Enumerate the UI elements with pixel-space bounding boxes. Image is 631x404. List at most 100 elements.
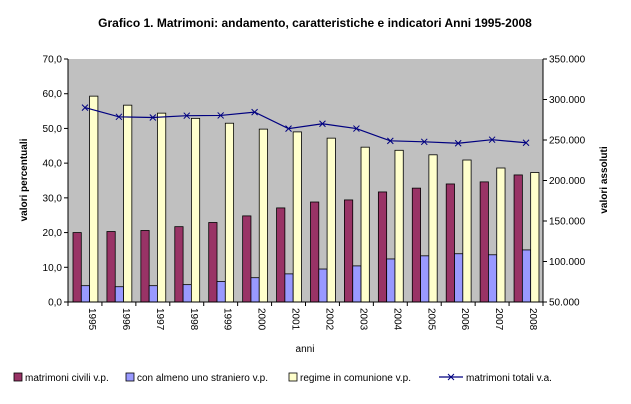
line-marker-2000 (251, 108, 258, 116)
y2-tick-label: 50.000 (549, 298, 580, 309)
bar-matrimoni-civili-v-p--2002 (310, 201, 320, 303)
x-tick-label: 2000 (256, 308, 267, 331)
y2-tick-label: 300.000 (549, 95, 586, 106)
bar-con-almeno-uno-straniero-v-p--2001 (284, 273, 294, 303)
chart-title: Grafico 1. Matrimoni: andamento, caratte… (98, 16, 532, 30)
x-tick-label: 2004 (391, 308, 402, 331)
legend-label-2: regime in comunione v.p. (300, 373, 411, 384)
legend-swatch-2 (288, 372, 298, 382)
x-tick-label: 1998 (188, 308, 199, 331)
plot-area (68, 59, 543, 302)
bar-con-almeno-uno-straniero-v-p--1997 (148, 285, 158, 303)
x-axis-label: anni (296, 344, 315, 355)
x-tick-label: 2006 (459, 308, 470, 331)
bar-regime-in-comunione-v-p--2007 (496, 167, 506, 303)
y2-tick-label: 200.000 (549, 176, 586, 187)
y2-tick-label: 250.000 (549, 136, 586, 147)
bar-con-almeno-uno-straniero-v-p--1999 (216, 281, 226, 303)
y-tick-label: 20,0 (43, 228, 63, 239)
bar-regime-in-comunione-v-p--1999 (224, 122, 235, 303)
legend-label-3: matrimoni totali v.a. (466, 373, 552, 384)
bar-con-almeno-uno-straniero-v-p--2005 (420, 255, 430, 303)
x-tick-label: 1996 (120, 308, 131, 331)
legend-label-1: con almeno uno straniero v.p. (137, 373, 268, 384)
bar-matrimoni-civili-v-p--2000 (242, 215, 252, 303)
line-marker-2008 (522, 139, 530, 147)
line-marker-1996 (115, 113, 123, 121)
y-tick-label: 0,0 (48, 298, 62, 309)
bar-con-almeno-uno-straniero-v-p--2002 (318, 268, 328, 303)
bar-regime-in-comunione-v-p--1997 (157, 112, 167, 303)
line-marker-1995 (81, 104, 89, 111)
x-tick-label: 2001 (290, 308, 301, 331)
x-tick-label: 1995 (86, 308, 97, 331)
y-tick-label: 10,0 (43, 263, 63, 274)
bar-con-almeno-uno-straniero-v-p--2003 (352, 265, 362, 303)
line-marker-2005 (420, 138, 428, 146)
bar-matrimoni-civili-v-p--1995 (72, 232, 82, 303)
legend-swatch-0 (13, 372, 23, 382)
legend-swatch-1 (125, 372, 135, 382)
y-tick-label: 60,0 (43, 89, 63, 100)
legend-marker-3 (447, 373, 455, 381)
line-matrimoni-totali (84, 107, 527, 144)
y-tick-label: 70,0 (43, 55, 63, 66)
bar-con-almeno-uno-straniero-v-p--2000 (250, 277, 260, 303)
y-tick-label: 40,0 (43, 159, 63, 170)
bar-matrimoni-civili-v-p--1999 (208, 222, 218, 303)
bar-regime-in-comunione-v-p--2001 (292, 131, 302, 303)
line-marker-2006 (454, 139, 462, 147)
bar-matrimoni-civili-v-p--1996 (106, 231, 116, 303)
x-tick-label: 2002 (323, 308, 334, 331)
bar-matrimoni-civili-v-p--2004 (377, 191, 388, 303)
x-tick-label: 2005 (425, 308, 436, 331)
x-tick-label: 2003 (357, 308, 368, 331)
y2-tick-label: 150.000 (549, 217, 586, 228)
bar-con-almeno-uno-straniero-v-p--2004 (386, 258, 396, 303)
line-marker-2001 (285, 125, 292, 132)
line-marker-2002 (319, 120, 326, 128)
bar-regime-in-comunione-v-p--2002 (326, 137, 336, 303)
bar-matrimoni-civili-v-p--2001 (276, 207, 286, 303)
bar-regime-in-comunione-v-p--2004 (394, 149, 404, 303)
bar-con-almeno-uno-straniero-v-p--1998 (182, 284, 192, 303)
y2-tick-label: 350.000 (549, 55, 586, 66)
line-marker-1998 (183, 112, 191, 120)
y-tick-label: 30,0 (43, 193, 63, 204)
y-axis-label: valori percentuali (19, 138, 30, 221)
bar-con-almeno-uno-straniero-v-p--1995 (80, 285, 91, 303)
y2-tick-label: 100.000 (549, 257, 586, 268)
bar-regime-in-comunione-v-p--1998 (190, 117, 201, 303)
bar-matrimoni-civili-v-p--1998 (174, 226, 184, 303)
x-tick-label: 2007 (493, 308, 504, 331)
line-marker-1999 (217, 112, 225, 119)
bar-regime-in-comunione-v-p--1996 (123, 104, 133, 303)
y-tick-label: 50,0 (43, 124, 63, 135)
bar-matrimoni-civili-v-p--1997 (140, 230, 150, 303)
line-marker-2004 (386, 137, 394, 145)
bar-matrimoni-civili-v-p--2007 (479, 181, 489, 303)
bar-con-almeno-uno-straniero-v-p--2006 (454, 253, 464, 303)
bar-regime-in-comunione-v-p--2006 (462, 159, 472, 303)
x-tick-label: 1999 (222, 308, 233, 331)
bar-regime-in-comunione-v-p--2000 (258, 128, 268, 303)
line-marker-1997 (149, 114, 157, 121)
legend-label-0: matrimoni civili v.p. (25, 373, 109, 384)
bar-matrimoni-civili-v-p--2003 (344, 199, 354, 303)
bar-con-almeno-uno-straniero-v-p--2007 (488, 254, 498, 303)
bar-con-almeno-uno-straniero-v-p--1996 (114, 286, 124, 303)
y2-axis-label: valori assoluti (599, 146, 610, 213)
x-tick-label: 2008 (527, 308, 538, 331)
bar-matrimoni-civili-v-p--2005 (411, 187, 421, 303)
bar-regime-in-comunione-v-p--2005 (428, 154, 438, 303)
bar-regime-in-comunione-v-p--2003 (360, 146, 370, 303)
x-tick-label: 1997 (154, 308, 165, 331)
bar-con-almeno-uno-straniero-v-p--2008 (521, 249, 532, 303)
line-marker-2003 (353, 125, 360, 132)
bar-matrimoni-civili-v-p--2008 (513, 174, 523, 303)
bar-matrimoni-civili-v-p--2006 (445, 183, 455, 303)
bar-regime-in-comunione-v-p--1995 (89, 95, 99, 303)
line-marker-2007 (488, 136, 496, 144)
bar-regime-in-comunione-v-p--2008 (530, 172, 540, 303)
